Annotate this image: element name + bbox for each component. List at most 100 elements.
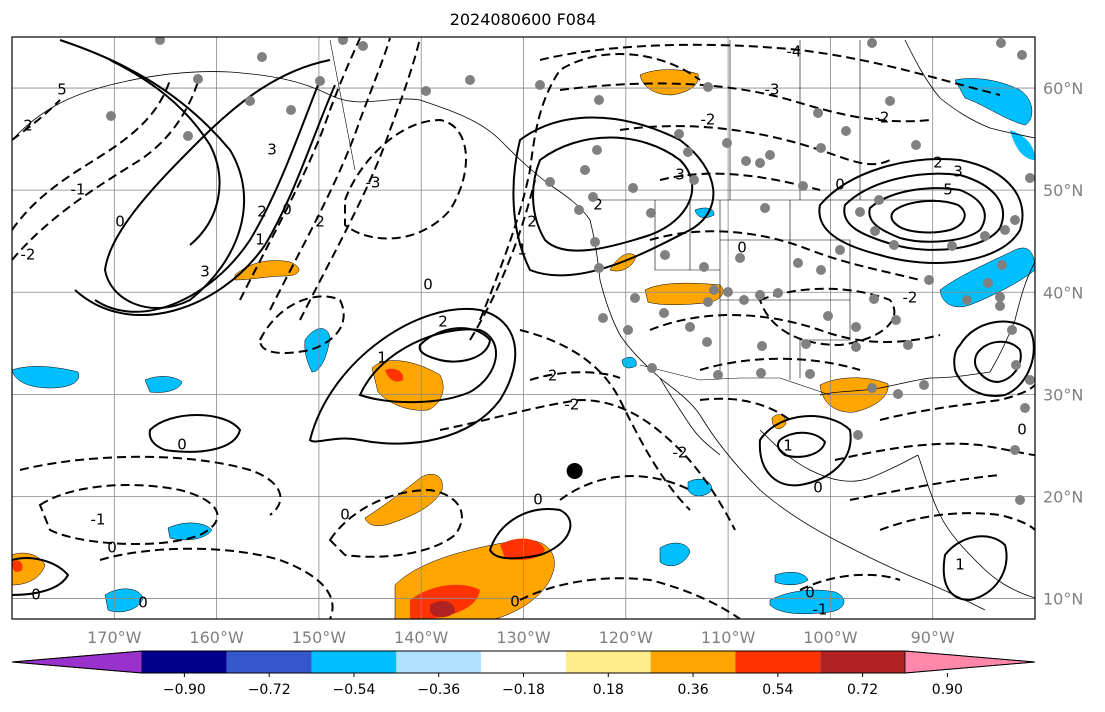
station-dot (1025, 173, 1035, 183)
baja-peninsula (659, 377, 721, 456)
station-dot (1010, 445, 1020, 455)
contour-label: -2 (701, 111, 716, 129)
colorbar-segment (735, 651, 821, 673)
longitude-tick-label: 160°W (189, 628, 244, 647)
station-dot (755, 158, 765, 168)
station-dot (699, 262, 709, 272)
negative-contour (539, 43, 1001, 96)
station-dot (286, 105, 296, 115)
contour-label: 0 (510, 593, 520, 611)
contour-label: 0 (813, 479, 823, 497)
contour-label: 0 (340, 506, 350, 524)
station-dot (1000, 225, 1010, 235)
contour-label: -2 (565, 396, 580, 414)
station-dot (702, 337, 712, 347)
negative-contour (19, 455, 282, 516)
longitude-tick-label: 140°W (394, 628, 449, 647)
station-dot (995, 292, 1005, 302)
negative-contour (649, 230, 921, 281)
negative-contour (328, 488, 463, 558)
contour-label: -1 (813, 601, 828, 619)
contour-label: -2 (673, 444, 688, 462)
negative-contour (99, 547, 334, 619)
positive-contour (488, 508, 572, 560)
station-dot (869, 294, 879, 304)
station-dot (739, 295, 749, 305)
station-dot (315, 76, 325, 86)
station-dot (623, 325, 633, 335)
positive-contour (418, 327, 492, 363)
contour-label: 2 (23, 117, 33, 135)
latitude-tick-label: 60°N (1043, 79, 1083, 98)
negative-contour (239, 37, 361, 301)
station-dot (1011, 360, 1021, 370)
colorbar-tick-label: 0.72 (847, 682, 878, 698)
station-dot (1015, 495, 1025, 505)
station-dot (823, 311, 833, 321)
positive-contour (59, 39, 331, 310)
station-dot (545, 177, 555, 187)
gulf-of-mexico (759, 429, 919, 482)
contour-label: 0 (107, 539, 117, 557)
station-dot (741, 156, 751, 166)
map-frame (11, 36, 1036, 620)
station-dot (997, 260, 1007, 270)
colorbar-tick-label: 0.36 (677, 682, 708, 698)
station-dot (983, 278, 993, 288)
colorbar-segment (311, 651, 397, 673)
station-dot (889, 240, 899, 250)
station-dot (853, 430, 863, 440)
station-dot (358, 41, 368, 51)
station-dot (245, 96, 255, 106)
station-dot (995, 301, 1005, 311)
positive-contour (109, 59, 221, 246)
negative-contour (258, 295, 345, 354)
station-dot (813, 108, 823, 118)
positive-contour (942, 535, 1008, 602)
station-dot (594, 263, 604, 273)
contour-label: 1 (517, 241, 527, 259)
station-dot (421, 86, 431, 96)
colorbar-tick-label: 0.90 (932, 682, 963, 698)
station-dot (867, 383, 877, 393)
contour-label: 0 (282, 201, 292, 219)
graticule (12, 37, 1035, 619)
negative-contour (559, 475, 691, 501)
station-dot (628, 183, 638, 193)
station-dot (996, 38, 1006, 48)
negative-contour (529, 371, 621, 381)
positive-contour (953, 320, 1035, 397)
colorbar-tick-label: 0.54 (762, 682, 793, 698)
negative-contour (12, 79, 171, 231)
latitude-tick-label: 50°N (1043, 181, 1083, 200)
station-dot (683, 147, 693, 157)
negative-contour (38, 484, 219, 546)
station-dot (183, 131, 193, 141)
station-dot (709, 285, 719, 295)
station-dot (867, 38, 877, 48)
station-dot (659, 308, 669, 318)
station-dot (801, 339, 811, 349)
positive-contour (776, 431, 827, 458)
station-dot (646, 208, 656, 218)
latitude-tick-label: 20°N (1043, 487, 1083, 506)
positive-contour (868, 187, 986, 243)
contour-label: 0 (1017, 421, 1027, 439)
station-dot (870, 226, 880, 236)
contour-label: 0 (177, 436, 187, 454)
east-coast (989, 261, 1035, 373)
contour-label: 0 (138, 594, 148, 612)
station-dot (980, 231, 990, 241)
station-dot (924, 275, 934, 285)
station-markers (106, 37, 1035, 505)
negative-contour (879, 384, 1035, 421)
positive-contour (94, 79, 321, 313)
mexico-coast (699, 414, 986, 611)
station-dot (1020, 403, 1030, 413)
latitude-labels: 60°N 50°N 40°N 30°N 20°N 10°N (1043, 79, 1083, 609)
latitude-tick-label: 40°N (1043, 283, 1083, 302)
negative-contour (469, 179, 536, 341)
contour-label: -2 (21, 246, 36, 264)
station-dot (816, 265, 826, 275)
colorbar-outline (11, 650, 1036, 674)
